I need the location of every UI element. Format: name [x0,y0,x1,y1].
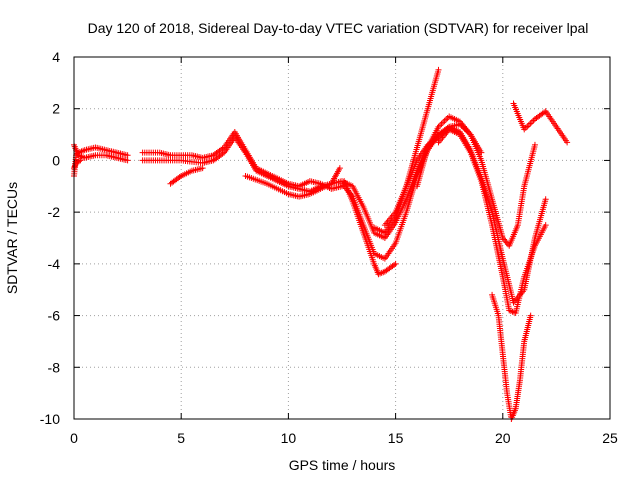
x-tick-label: 15 [388,430,404,446]
data-point [336,165,343,172]
x-tick-label: 0 [70,430,78,446]
data-point [124,157,131,164]
plot-frame [73,56,611,420]
x-axis-label: GPS time / hours [289,457,396,473]
chart-title: Day 120 of 2018, Sidereal Day-to-day VTE… [88,20,589,36]
series-arc-9 [341,178,399,278]
data-point [527,120,534,127]
data-point [542,196,549,203]
data-point [438,120,445,127]
y-axis-label: SDTVAR / TECUs [4,182,20,294]
grid-layer [74,57,610,419]
series-arc-13 [435,126,549,316]
y-tick-label: 4 [52,49,60,65]
data-point [531,141,538,148]
data-point [199,165,206,172]
data-point [124,152,131,159]
data-point [444,114,451,121]
data-point [528,119,535,126]
tick-layer: 0 5 10 15 20 25 -10 -8 -6 -4 -2 0 2 4 [40,49,618,446]
data-point [77,157,84,164]
y-tick-label: 2 [52,101,60,117]
y-tick-label: -4 [48,256,61,272]
series-arc-15 [510,100,571,146]
y-tick-label: -6 [48,308,61,324]
y-tick-label: -10 [40,411,60,427]
data-point [524,123,531,130]
data-point [440,119,447,126]
data-point [441,117,448,124]
x-tick-label: 20 [495,430,511,446]
series-arc-2 [71,141,131,164]
data-point [525,121,532,128]
data-point [527,312,534,319]
data-point [542,222,549,229]
y-tick-label: -8 [48,359,61,375]
series-arc-6 [167,165,206,187]
data-point [564,139,571,146]
series-arc-11 [381,121,538,249]
data-point [392,260,399,267]
data-point [76,158,83,165]
x-tick-label: 25 [602,430,618,446]
x-tick-label: 5 [177,430,185,446]
x-tick-label: 10 [281,430,297,446]
y-tick-label: 0 [52,152,60,168]
data-layer [71,66,571,422]
y-tick-label: -2 [48,204,61,220]
data-point [435,66,442,73]
